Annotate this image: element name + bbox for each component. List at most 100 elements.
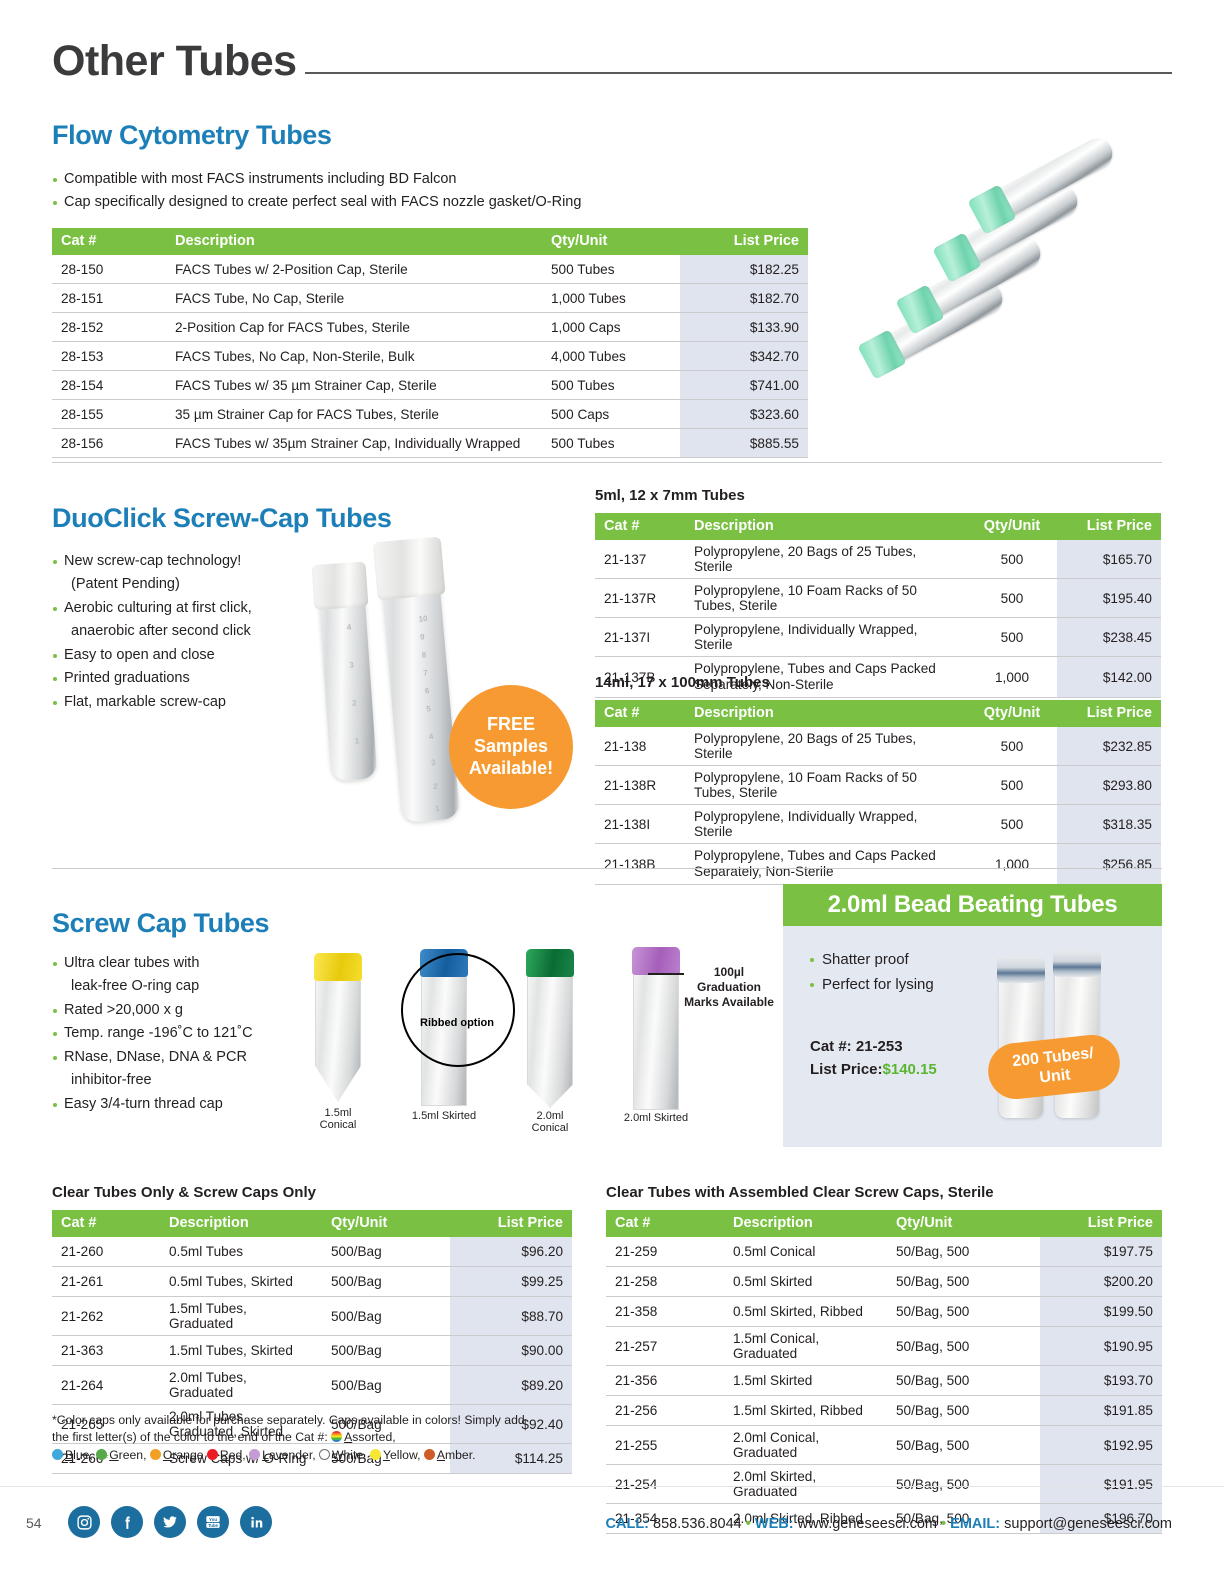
cell-cat: 21-137I xyxy=(595,617,685,657)
cell-qty: 50/Bag, 500 xyxy=(887,1464,1040,1504)
list-item: Rated >20,000 x g xyxy=(52,999,302,1022)
table-row: 21-138B Polypropylene, Tubes and Caps Pac… xyxy=(595,843,1161,886)
cell-desc: Polypropylene, Individually Wrapped, Ste… xyxy=(685,804,967,844)
list-item-continuation: (Patent Pending) xyxy=(71,576,180,593)
cell-price: $195.40 xyxy=(1057,578,1161,618)
tube-photo-label: 1.5ml Conical xyxy=(319,1107,357,1131)
col-cat: Cat # xyxy=(595,700,685,727)
color-dot-yellow xyxy=(369,1448,381,1460)
col-desc: Description xyxy=(160,1210,322,1237)
table-row: 21-255 2.0ml Conical, Graduated 50/Bag, 50… xyxy=(606,1425,1162,1465)
cell-price: $90.00 xyxy=(450,1335,572,1366)
tube-cap-yellow xyxy=(314,953,362,981)
cell-cat: 28-155 xyxy=(52,399,166,429)
cell-price: $342.70 xyxy=(680,341,808,371)
list-item: Printed graduations xyxy=(52,667,312,690)
color-dot-red xyxy=(206,1448,218,1460)
table-row: 21-262 1.5ml Tubes, Graduated 500/Bag $88.7… xyxy=(52,1296,572,1336)
list-item-continuation: leak-free O-ring cap xyxy=(71,978,200,995)
cell-price: $133.90 xyxy=(680,312,808,342)
flow-cytometry-table: Cat # Description Qty/Unit List Price 28… xyxy=(52,228,808,458)
cell-cat: 21-255 xyxy=(606,1425,724,1465)
clear-tubes-assembled-table: Cat # Description Qty/Unit List Price 21… xyxy=(606,1210,1162,1534)
col-cat: Cat # xyxy=(595,513,685,540)
cell-price: $199.50 xyxy=(1040,1296,1162,1327)
cell-price: $196.70 xyxy=(1040,1503,1162,1534)
table-row: 21-259 0.5ml Conical 50/Bag, 500 $197.75 xyxy=(606,1237,1162,1267)
col-price: List Price xyxy=(1057,700,1161,727)
color-dot-blue xyxy=(52,1448,63,1460)
cell-desc: 1.5ml Tubes, Graduated xyxy=(160,1296,322,1336)
table-row: 28-154 FACS Tubes w/ 35 µm Strainer Cap, … xyxy=(52,370,808,400)
list-item: Compatible with most FACS instruments in… xyxy=(52,168,792,191)
cell-price: $96.20 xyxy=(450,1237,572,1267)
linkedin-icon[interactable] xyxy=(240,1506,272,1538)
color-dot-lavender xyxy=(249,1448,261,1460)
page-title: Other Tubes xyxy=(52,37,297,85)
duoclick-cap xyxy=(372,536,446,601)
cell-price: $142.00 xyxy=(1057,656,1161,699)
cell-qty: 500 xyxy=(967,540,1057,579)
color-name-yellow-first: Y xyxy=(382,1447,390,1462)
tube-body xyxy=(315,981,361,1102)
color-name-white-first: W xyxy=(332,1447,344,1462)
table-header-row: Cat # Description Qty/Unit List Price xyxy=(52,228,808,255)
price-label: List Price: xyxy=(810,1060,883,1078)
cell-desc: Polypropylene, 20 Bags of 25 Tubes, Ster… xyxy=(685,540,967,579)
facebook-icon[interactable] xyxy=(111,1506,143,1538)
table-body: 21-260 0.5ml Tubes 500/Bag $96.20 21-261 0.5… xyxy=(52,1237,572,1474)
table-row: 21-256 1.5ml Skirted, Ribbed 50/Bag, 500 $1… xyxy=(606,1395,1162,1426)
cell-cat: 21-137 xyxy=(595,540,685,579)
title-divider xyxy=(305,72,1172,74)
cell-cat: 21-260 xyxy=(52,1237,160,1267)
list-item-continuation: anaerobic after second click xyxy=(71,623,251,640)
subheading-clear-tubes-assembled: Clear Tubes with Assembled Clear Screw C… xyxy=(606,1184,994,1201)
twitter-icon[interactable] xyxy=(154,1506,186,1538)
table-row: 21-356 1.5ml Skirted 50/Bag, 500 $193.70 xyxy=(606,1365,1162,1396)
color-name-yellow-rest: ellow xyxy=(389,1447,418,1462)
bead-beating-cat-row: Cat #: 21-253 xyxy=(810,1036,937,1059)
table-row: 21-363 1.5ml Tubes, Skirted 500/Bag $90.00 xyxy=(52,1335,572,1366)
table-body: 21-137 Polypropylene, 20 Bags of 25 Tubes… xyxy=(595,540,1161,699)
cell-qty: 50/Bag, 500 xyxy=(887,1326,1040,1366)
cell-desc: Screw Caps w/ O-Ring xyxy=(160,1443,322,1474)
list-item: Easy to open and close xyxy=(52,644,312,667)
ribbed-option-circle xyxy=(401,953,515,1067)
cell-desc: 2.0ml Conical, Graduated xyxy=(724,1425,887,1465)
cell-cat: 21-354 xyxy=(606,1503,724,1534)
cell-desc: FACS Tube, No Cap, Sterile xyxy=(166,283,542,313)
table-row: 28-156 FACS Tubes w/ 35µm Strainer Cap, I… xyxy=(52,428,808,458)
cell-cat: 21-264 xyxy=(52,1365,160,1405)
youtube-icon[interactable]: You Tube xyxy=(197,1506,229,1538)
table-header-row: Cat # Description Qty/Unit List Price xyxy=(606,1210,1162,1237)
svg-text:You: You xyxy=(209,1517,217,1522)
col-desc: Description xyxy=(166,228,542,255)
cell-cat: 21-356 xyxy=(606,1365,724,1396)
badge-line-2: Unit xyxy=(1038,1066,1072,1087)
cell-desc: 2.0ml Tubes, Graduated xyxy=(160,1365,322,1405)
table-row: 21-265 2.0ml Tubes, Graduated, Skirted 500… xyxy=(52,1404,572,1444)
section-divider xyxy=(52,462,1162,463)
cell-cat: 21-259 xyxy=(606,1237,724,1267)
cell-cat: 28-156 xyxy=(52,428,166,458)
instagram-icon[interactable] xyxy=(68,1506,100,1538)
footnote-line-3: Blue, Green, Orange Red, Lavender, White… xyxy=(52,1447,572,1464)
col-qty: Qty/Unit xyxy=(542,228,680,255)
cell-qty: 50/Bag, 500 xyxy=(887,1503,1040,1534)
cell-qty: 500 Caps xyxy=(542,399,680,429)
cell-price: $238.45 xyxy=(1057,617,1161,657)
cell-desc: Polypropylene, Individually Wrapped, Ste… xyxy=(685,617,967,657)
list-item: Shatter proof xyxy=(809,948,934,973)
badge-line-3: Available! xyxy=(468,757,554,778)
tube-photo-1-5-conical: 1.5ml Conical xyxy=(305,953,371,1131)
table-row: 21-266* Screw Caps w/ O-Ring 500/Bag $114.2… xyxy=(52,1443,572,1474)
web-value[interactable]: www.geneseesci.com xyxy=(797,1516,938,1532)
cell-desc: Polypropylene, 10 Foam Racks of 50 Tubes… xyxy=(685,765,967,805)
cell-price: $193.70 xyxy=(1040,1365,1162,1396)
table-header-row: Cat # Description Qty/Unit List Price xyxy=(52,1210,572,1237)
col-desc: Description xyxy=(685,700,967,727)
cell-cat: 28-153 xyxy=(52,341,166,371)
email-value[interactable]: support@geneseesci.com xyxy=(1004,1516,1172,1532)
footnote-marker: * xyxy=(103,1451,109,1466)
